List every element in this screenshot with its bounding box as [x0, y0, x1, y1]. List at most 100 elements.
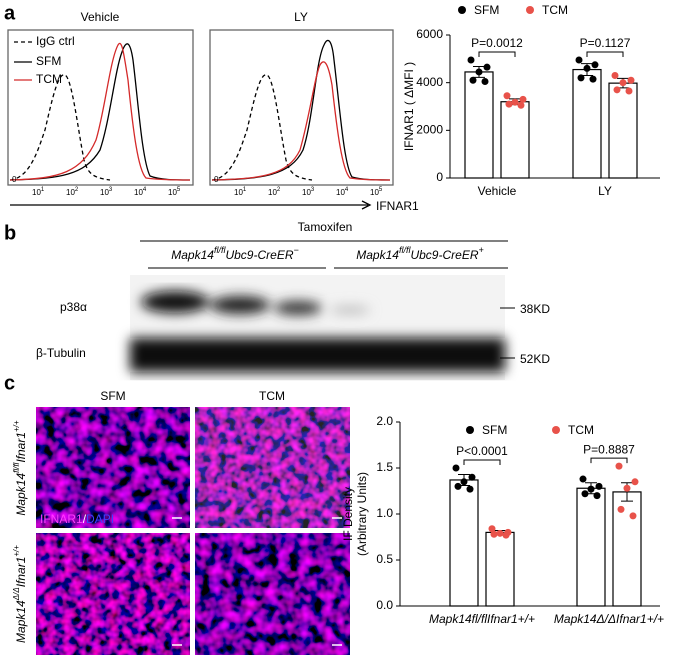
- data-point: [583, 64, 591, 72]
- y-tick-label: 0: [436, 170, 443, 184]
- x-tick-label: 104: [336, 187, 349, 198]
- y-tick-label: 1.5: [376, 460, 393, 474]
- bar: [572, 68, 602, 179]
- data-point: [631, 478, 639, 486]
- tick-exp: 3: [109, 187, 113, 193]
- data-point: [503, 92, 511, 100]
- sign: +: [478, 245, 483, 255]
- if-image: [195, 407, 350, 528]
- driver: Ubc9-CreER: [410, 248, 478, 262]
- gene: Mapk14: [14, 473, 28, 516]
- y-tick-label: 0.0: [376, 598, 393, 612]
- if-image: [36, 533, 190, 655]
- sup: fl/fl: [214, 245, 227, 255]
- row-label: Mapk14fl/flIfnar1+/+: [12, 420, 28, 516]
- legend-label: TCM: [36, 72, 62, 86]
- column-label: SFM: [100, 389, 125, 403]
- y-tick-label: 0.5: [376, 552, 393, 566]
- tick-base: 10: [336, 188, 345, 197]
- sfm-curve: [9, 43, 191, 181]
- data-point: [581, 490, 589, 498]
- row-label: β-Tubulin: [36, 346, 86, 360]
- stain-label: IFNAR1/DAPI: [40, 512, 114, 526]
- p-value: P<0.0001: [456, 444, 508, 458]
- bands: [130, 291, 505, 372]
- stain-sep: /: [83, 512, 87, 526]
- tick-base: 10: [370, 188, 379, 197]
- x-tick-label: LY: [598, 184, 612, 198]
- data-point: [587, 485, 595, 493]
- tick-base: 10: [134, 188, 143, 197]
- data-point: [579, 475, 587, 483]
- bar: [608, 82, 638, 179]
- row-label: Mapk14Δ/ΔIfnar1+/+: [12, 545, 28, 643]
- tick-base: 10: [168, 188, 177, 197]
- tick-base: 10: [100, 188, 109, 197]
- tick-exp: 3: [311, 187, 315, 193]
- x-tick-label: Vehicle: [478, 184, 517, 198]
- legend-label: TCM: [542, 3, 568, 17]
- tick-exp: 1: [243, 187, 247, 193]
- data-point: [469, 76, 477, 84]
- tick-exp: 4: [143, 187, 147, 193]
- bar: [464, 71, 494, 179]
- if-image: [36, 407, 190, 528]
- y-label: IFNAR1 ( ΔMFI ): [402, 62, 416, 151]
- row-labels: Mapk14fl/flIfnar1+/+ Mapk14Δ/ΔIfnar1+/+: [12, 420, 28, 643]
- data-point: [460, 478, 468, 486]
- bar-chart: 0.0 0.5 1.0 1.5 2.0 IF Density (Arbitrary Unit…: [341, 414, 664, 626]
- gene2: Ifnar1: [14, 557, 28, 588]
- x-tick-label: 105: [168, 187, 181, 198]
- p-bracket: [478, 51, 516, 58]
- x-tick-label: 102: [66, 187, 79, 198]
- tick-base: 10: [234, 188, 243, 197]
- panel-letter: b: [4, 222, 16, 244]
- sign: −: [293, 245, 298, 255]
- bar: [612, 491, 642, 607]
- data-point: [625, 87, 633, 95]
- y-label: IF Density: [341, 487, 355, 541]
- data-point: [505, 100, 513, 108]
- y-tick-label: 2000: [416, 123, 443, 137]
- y-tick-label: 4000: [416, 75, 443, 89]
- gene: Mapk14: [356, 248, 399, 262]
- tick-exp: 2: [75, 187, 79, 193]
- data-point: [475, 68, 483, 76]
- groups: Mapk14fl/flUbc9-CreER− Mapk14fl/flUbc9-Cr…: [171, 245, 484, 262]
- x-tick-label: Mapk14fl/flIfnar1+/+: [429, 612, 535, 626]
- legend-label: SFM: [36, 54, 61, 68]
- histogram: [7, 29, 394, 210]
- legend-dot: [526, 6, 534, 14]
- size-label: 52KD: [520, 352, 550, 366]
- tick-exp: 1: [41, 187, 45, 193]
- bar: [485, 531, 515, 607]
- data-point: [589, 75, 597, 83]
- bar: [449, 479, 479, 607]
- data-point: [619, 79, 627, 87]
- data-point: [575, 56, 583, 64]
- p-value: P=0.0012: [471, 36, 523, 50]
- arrow-head: [361, 200, 372, 210]
- tick-exp: 5: [379, 187, 383, 193]
- tcm-curve: [211, 61, 391, 181]
- panel-letter: c: [4, 372, 15, 394]
- group-label: Mapk14fl/flUbc9-CreER−: [171, 245, 299, 262]
- data-point: [481, 77, 489, 85]
- p-value: P=0.1127: [580, 36, 631, 50]
- p-bracket: [586, 51, 624, 58]
- x-tick-label: 101: [32, 187, 45, 198]
- data-point: [593, 492, 601, 500]
- data-point: [591, 61, 599, 69]
- x-tick-label: 103: [100, 187, 113, 198]
- legend-label: SFM: [482, 423, 507, 437]
- driver: Ubc9-CreER: [225, 248, 293, 262]
- data-point: [615, 462, 623, 470]
- x-tick-label: Mapk14Δ/ΔIfnar1+/+: [554, 612, 664, 626]
- hist-frame: [7, 29, 194, 186]
- hist-frame: [209, 29, 394, 186]
- bar-chart: 0 2000 4000 6000 IFNAR1 ( ΔMFI ) SFM TCM Vehicl…: [402, 3, 660, 198]
- data-point: [468, 473, 476, 481]
- data-point: [519, 95, 527, 103]
- data-point: [613, 86, 621, 94]
